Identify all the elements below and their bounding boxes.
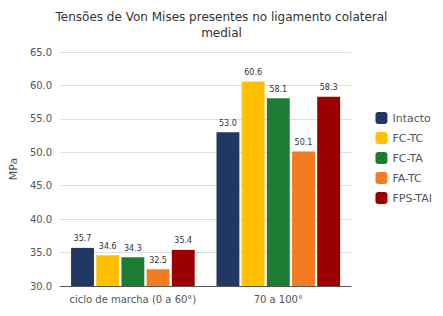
svg-text:FC-TC: FC-TC	[392, 132, 423, 145]
svg-text:30.0: 30.0	[30, 281, 52, 292]
svg-text:Tensões de Von Mises presentes: Tensões de Von Mises presentes no ligame…	[55, 10, 388, 24]
svg-text:FC-TA: FC-TA	[392, 152, 423, 165]
svg-text:58.3: 58.3	[320, 83, 338, 92]
svg-text:60.6: 60.6	[244, 68, 262, 77]
svg-text:40.0: 40.0	[30, 214, 52, 225]
svg-text:32.5: 32.5	[149, 256, 167, 265]
svg-text:50.1: 50.1	[295, 138, 313, 147]
svg-text:70 a 100°: 70 a 100°	[254, 294, 303, 305]
svg-text:34.3: 34.3	[124, 244, 142, 253]
svg-text:FA-TC: FA-TC	[392, 172, 422, 185]
svg-text:35.0: 35.0	[30, 247, 52, 258]
svg-text:35.7: 35.7	[74, 234, 92, 243]
svg-text:MPa: MPa	[7, 158, 20, 180]
svg-text:ciclo de marcha (0 a 60°): ciclo de marcha (0 a 60°)	[69, 294, 196, 305]
svg-text:35.4: 35.4	[174, 236, 192, 245]
svg-text:53.0: 53.0	[219, 119, 237, 128]
svg-text:34.6: 34.6	[99, 242, 117, 251]
svg-text:65.0: 65.0	[30, 47, 52, 58]
svg-text:45.0: 45.0	[30, 180, 52, 191]
svg-text:Intacto: Intacto	[392, 112, 431, 125]
svg-text:medial: medial	[201, 26, 242, 40]
svg-text:FPS-TAI: FPS-TAI	[392, 192, 432, 205]
svg-text:58.1: 58.1	[269, 85, 287, 94]
svg-text:50.0: 50.0	[30, 147, 52, 158]
svg-text:55.0: 55.0	[30, 113, 52, 124]
svg-text:60.0: 60.0	[30, 80, 52, 91]
